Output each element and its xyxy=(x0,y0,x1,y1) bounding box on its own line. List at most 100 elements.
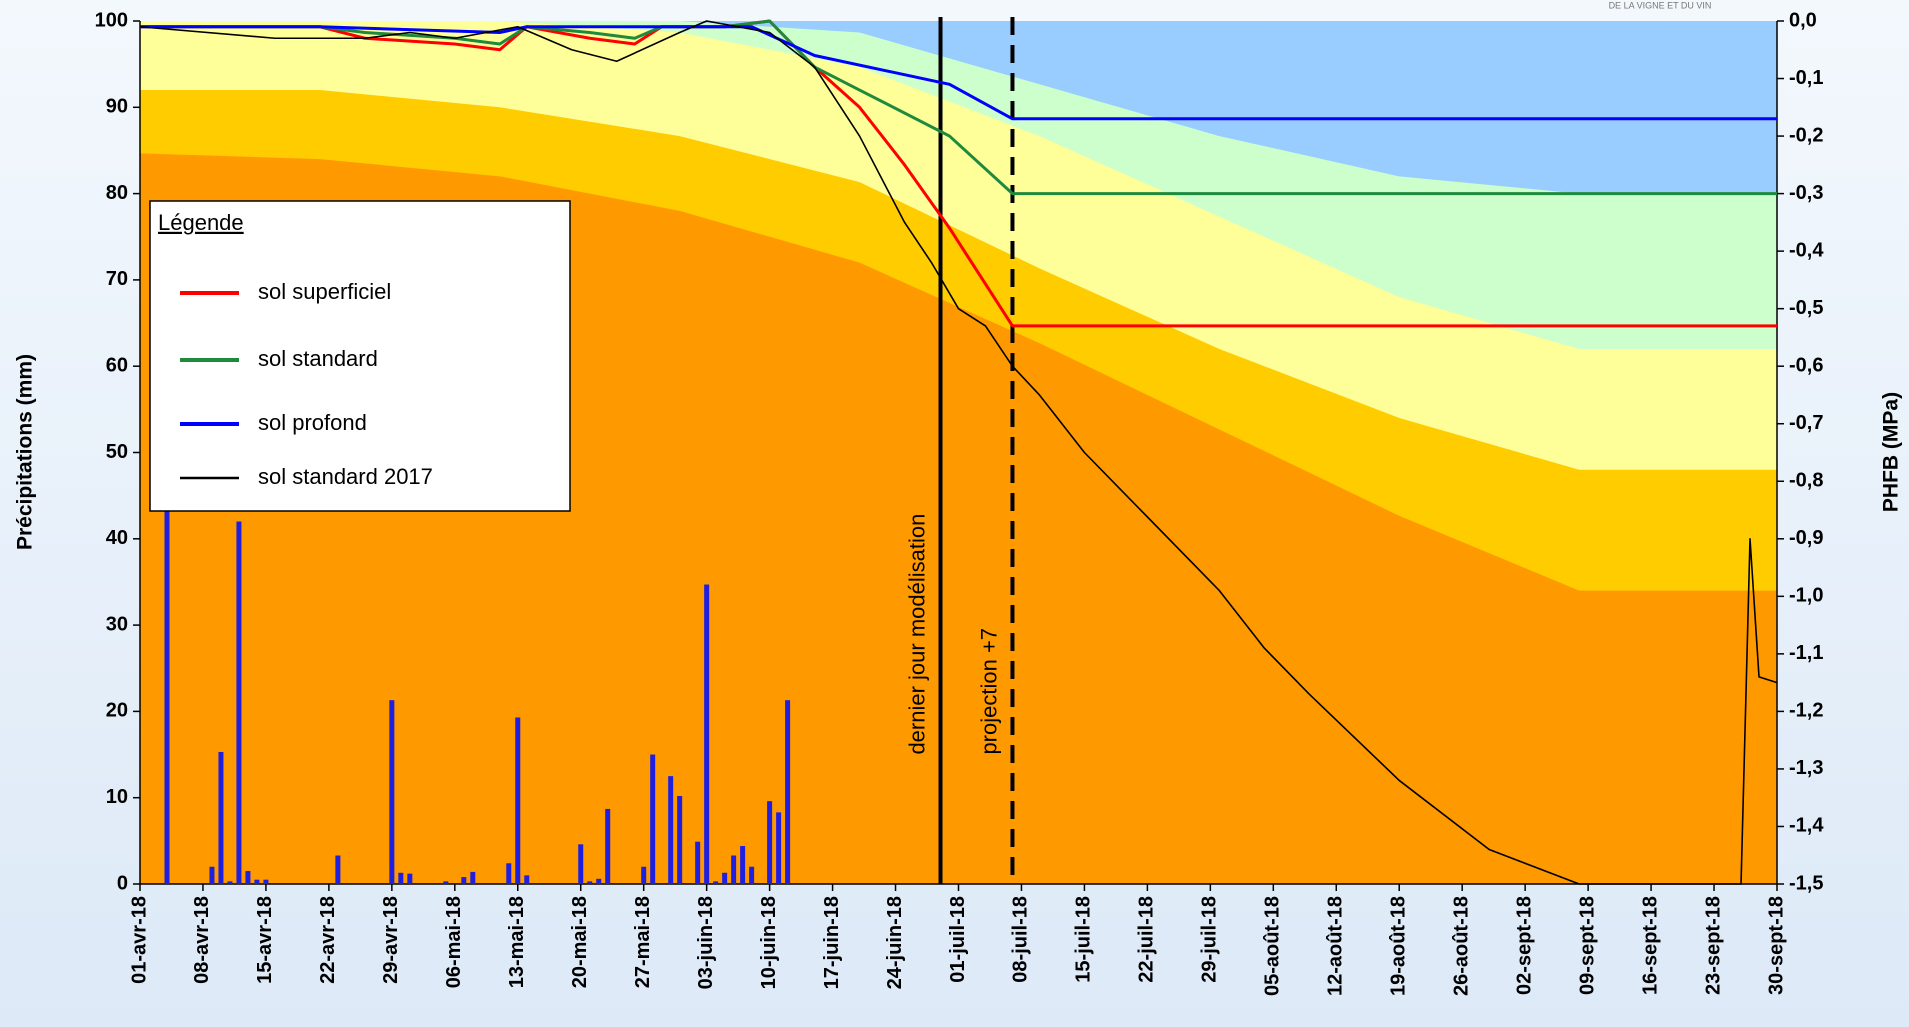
precip-bar xyxy=(407,873,413,884)
y-tick-label: 50 xyxy=(106,441,128,463)
precip-bar xyxy=(596,878,602,884)
x-tick-label: 19-août-18 xyxy=(1388,896,1410,996)
x-tick-label: 03-juin-18 xyxy=(695,896,717,989)
precip-bar xyxy=(731,855,737,884)
legend-box xyxy=(149,200,571,512)
y2-tick-label: -0,9 xyxy=(1789,527,1823,549)
band xyxy=(140,21,1777,194)
y2-tick-label: -0,3 xyxy=(1789,182,1823,204)
precip-bar xyxy=(461,877,467,884)
precip-bar xyxy=(524,875,530,884)
line xyxy=(140,19,1777,196)
precip-bar xyxy=(650,754,656,884)
y-tick-label: 10 xyxy=(106,786,128,808)
y2-tick-label: -1,3 xyxy=(1789,757,1823,779)
x-tick-label: 17-juin-18 xyxy=(821,896,843,989)
x-tick-label: 08-juil-18 xyxy=(1010,896,1032,983)
y2-tick-label: 0,0 xyxy=(1789,9,1817,31)
x-tick-label: 29-juil-18 xyxy=(1199,896,1221,983)
y2-tick-label: -0,8 xyxy=(1789,470,1823,492)
y2-tick-label: -0,2 xyxy=(1789,124,1823,146)
precip-bar xyxy=(740,846,746,884)
y-tick-label: 20 xyxy=(106,700,128,722)
precip-bar xyxy=(398,872,404,884)
x-tick-label: 06-mai-18 xyxy=(443,896,465,988)
watermark: DE LA VIGNE ET DU VIN xyxy=(1609,0,1712,10)
legend: Légende sol superficiel sol standard sol pr… xyxy=(149,200,571,512)
precip-bar xyxy=(515,717,521,884)
y2-tick-label: -0,1 xyxy=(1789,67,1823,89)
x-tick-label: 02-sept-18 xyxy=(1513,896,1535,995)
precip-bar xyxy=(587,881,593,884)
x-tick-label: 12-août-18 xyxy=(1325,896,1347,996)
x-tick-label: 15-avr-18 xyxy=(254,896,276,984)
y-tick-label: 60 xyxy=(106,354,128,376)
x-tick-label: 23-sept-18 xyxy=(1702,896,1724,995)
x-tick-label: 26-août-18 xyxy=(1450,896,1472,996)
y-tick-label: 80 xyxy=(106,182,128,204)
legend-label: sol standard 2017 xyxy=(258,464,433,489)
precip-bar xyxy=(578,844,584,884)
precip-bar xyxy=(668,776,674,884)
x-tick-label: 27-mai-18 xyxy=(632,896,654,988)
precip-bar xyxy=(695,841,701,884)
x-tick-label: 05-août-18 xyxy=(1262,896,1284,996)
y2-tick-label: -0,6 xyxy=(1789,354,1823,376)
precip-bar xyxy=(245,871,251,884)
y-tick-label: 100 xyxy=(95,9,128,31)
x-tick-label: 15-juil-18 xyxy=(1073,896,1095,983)
precip-bar xyxy=(506,863,512,884)
x-tick-label: 10-juin-18 xyxy=(758,896,780,989)
x-tick-label: 30-sept-18 xyxy=(1765,896,1787,995)
precip-bar xyxy=(236,521,242,884)
x-tick-label: 01-juil-18 xyxy=(947,896,969,983)
y2-tick-label: -0,4 xyxy=(1789,239,1824,261)
y2-tick-label: -1,2 xyxy=(1789,700,1823,722)
precip-bar xyxy=(254,879,260,884)
y2-axis-label: PHFB (MPa) xyxy=(1880,392,1903,512)
x-tick-label: 08-avr-18 xyxy=(191,896,213,984)
x-tick-label: 09-sept-18 xyxy=(1576,896,1598,995)
y2-tick-label: -0,7 xyxy=(1789,412,1823,434)
x-tick-label: 16-sept-18 xyxy=(1639,896,1661,995)
x-tick-label: 22-juil-18 xyxy=(1136,896,1158,983)
precip-bar xyxy=(776,812,782,884)
y2-tick-label: -0,5 xyxy=(1789,297,1823,319)
legend-label: sol standard xyxy=(258,346,378,371)
precip-bar xyxy=(704,584,710,884)
y-tick-label: 90 xyxy=(106,96,128,118)
y-tick-label: 40 xyxy=(106,527,128,549)
precip-bar xyxy=(605,808,611,884)
annotation-label: projection +7 xyxy=(976,628,1001,755)
y2-tick-label: -1,4 xyxy=(1789,815,1824,837)
precip-bar xyxy=(677,795,683,884)
y2-tick-label: -1,5 xyxy=(1789,872,1823,894)
y-axis-label: Précipitations (mm) xyxy=(14,354,37,550)
annotation-label: dernier jour modélisation xyxy=(904,514,929,755)
precip-bar xyxy=(227,881,233,884)
x-tick-label: 01-avr-18 xyxy=(128,896,150,984)
precip-bar xyxy=(164,504,170,884)
precip-bar xyxy=(470,871,476,884)
y2-tick-label: -1,1 xyxy=(1789,642,1823,664)
x-tick-label: 20-mai-18 xyxy=(569,896,591,988)
x-tick-label: 22-avr-18 xyxy=(317,896,339,984)
legend-label: sol profond xyxy=(258,410,367,435)
x-tick-label: 29-avr-18 xyxy=(380,896,402,984)
precip-bar xyxy=(722,872,728,884)
line xyxy=(140,25,1777,121)
precip-bar xyxy=(263,879,269,884)
x-tick-label: 24-juin-18 xyxy=(884,896,906,989)
precip-bar xyxy=(209,866,215,884)
y-tick-label: 70 xyxy=(106,268,128,290)
legend-title: Légende xyxy=(158,210,244,235)
precip-bar xyxy=(767,801,773,884)
legend-label: sol superficiel xyxy=(258,279,391,304)
y-tick-label: 0 xyxy=(117,872,128,894)
y2-tick-label: -1,0 xyxy=(1789,585,1823,607)
precip-bar xyxy=(443,881,449,884)
precip-bar xyxy=(749,866,755,884)
precip-bar xyxy=(335,855,341,884)
x-tick-label: 13-mai-18 xyxy=(506,896,528,988)
